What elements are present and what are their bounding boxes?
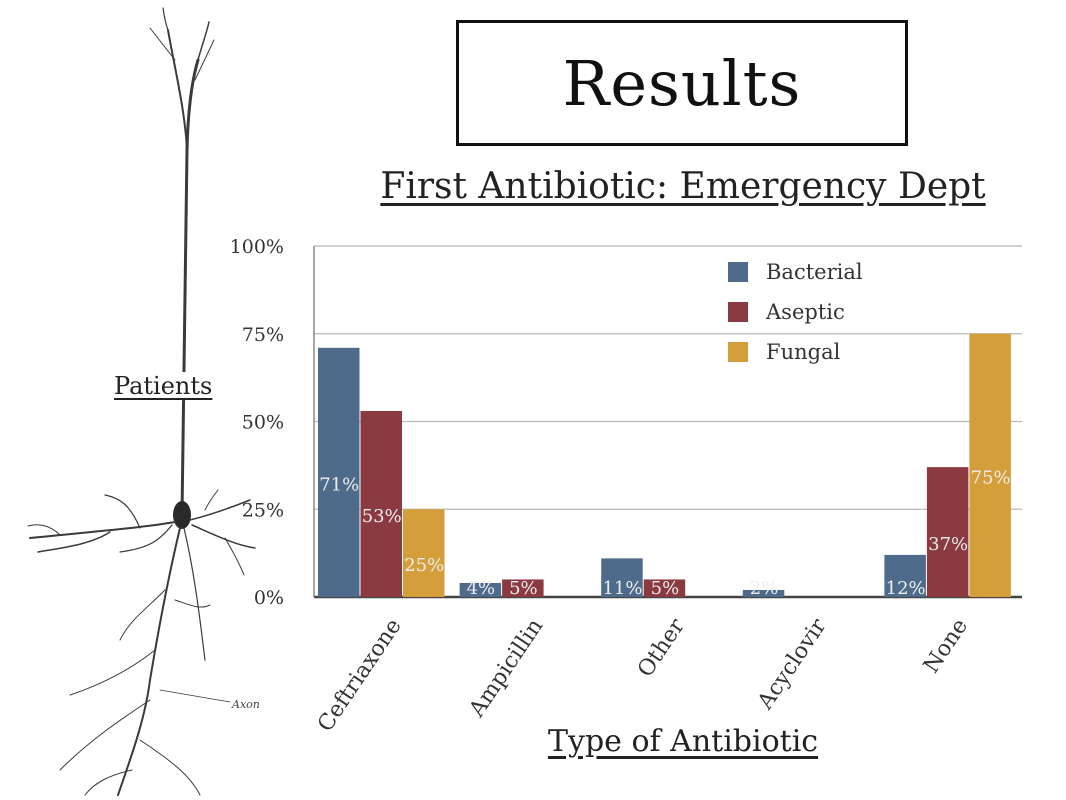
bar: [884, 554, 926, 597]
x-tick-label: None: [919, 614, 973, 677]
x-tick-label: Acyclovir: [753, 614, 832, 715]
bar: [459, 582, 502, 597]
data-label: 53%: [362, 506, 402, 527]
y-tick-label: 75%: [242, 324, 284, 346]
data-label: 5%: [509, 578, 538, 599]
y-tick-label: 50%: [242, 412, 284, 434]
bars: 71%53% 25% 4% 5% 11% 5% 2% 12% 37% 75%: [318, 333, 1011, 599]
data-label: 75%: [971, 467, 1011, 488]
x-tick-label: Other: [633, 614, 690, 682]
x-tick-label: Ampicillin: [464, 614, 548, 722]
data-label: 2%: [750, 578, 779, 599]
x-axis-label: Type of Antibiotic: [548, 724, 819, 759]
y-axis-label: Patients: [112, 372, 215, 400]
bar: [360, 410, 402, 597]
y-tick-label: 25%: [242, 499, 284, 521]
legend-label: Fungal: [766, 340, 841, 364]
page-title: Results: [456, 20, 908, 146]
data-label: 71%: [319, 474, 359, 495]
bar: [318, 347, 360, 597]
bar: [502, 579, 544, 597]
data-label: 37%: [928, 534, 968, 555]
y-tick-label: 0%: [254, 587, 284, 609]
x-axis-categories: Ceftriaxone Ampicillin Other Acyclovir None: [313, 614, 973, 736]
neuron-illustration: Axon: [27, 7, 260, 796]
legend-swatch: [728, 262, 748, 282]
legend-swatch: [728, 302, 748, 322]
chart-legend: Bacterial Aseptic Fungal: [728, 260, 863, 364]
bar: [403, 509, 445, 597]
data-label: 4%: [467, 578, 496, 599]
x-tick-label: Ceftriaxone: [313, 614, 407, 736]
legend-swatch: [728, 342, 748, 362]
legend-label: Bacterial: [766, 260, 863, 284]
y-axis-ticks: 0% 25% 50% 75% 100%: [230, 236, 284, 609]
bar: [643, 579, 686, 597]
data-label: 12%: [886, 578, 926, 599]
bar: [601, 558, 643, 597]
axon-label: Axon: [231, 698, 260, 711]
data-label: 5%: [651, 578, 680, 599]
y-tick-label: 100%: [230, 236, 284, 258]
legend-label: Aseptic: [765, 300, 845, 324]
bar: [926, 467, 969, 597]
data-label: 25%: [404, 555, 444, 576]
chart-title: First Antibiotic: Emergency Dept: [380, 166, 986, 207]
bar: [742, 589, 785, 597]
bar: [969, 333, 1011, 597]
data-label: 11%: [602, 578, 642, 599]
